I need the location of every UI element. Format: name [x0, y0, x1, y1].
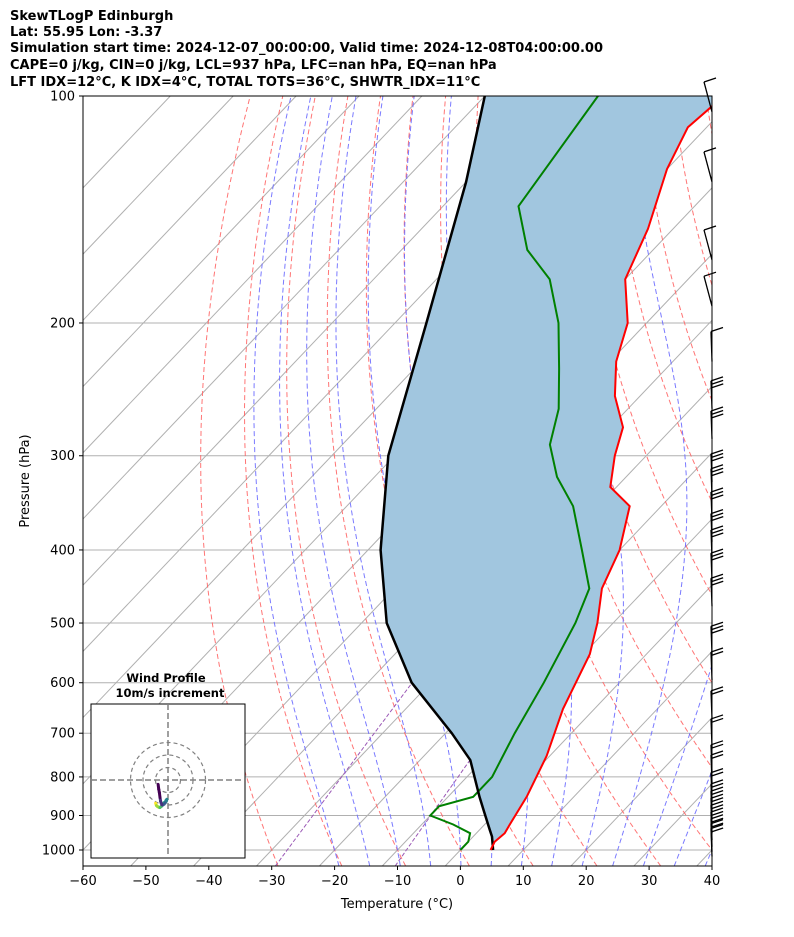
dry-adiabat — [365, 96, 534, 866]
isotherm-line — [507, 650, 712, 866]
dry-adiabat — [672, 96, 712, 287]
stability-line: LFT IDX=12°C, K IDX=4°C, TOTAL TOTS=36°C… — [10, 75, 481, 90]
dry-adiabat — [200, 96, 279, 866]
wind-barb — [710, 548, 724, 582]
moist-adiabat — [642, 663, 712, 866]
plot-area — [83, 79, 794, 866]
wind-barb — [710, 814, 724, 847]
y-tick-label: 800 — [50, 770, 75, 785]
moist-adiabat — [704, 848, 712, 866]
moist-adiabat — [673, 769, 712, 866]
isotherm-line — [83, 96, 423, 454]
moist-adiabat — [612, 96, 688, 866]
moist-adiabat — [306, 96, 401, 866]
moist-adiabat — [335, 96, 432, 866]
time-line: Simulation start time: 2024-12-07_00:00:… — [10, 41, 603, 56]
wind-barb — [710, 487, 724, 520]
wind-barb — [710, 573, 724, 607]
wind-barb — [710, 647, 724, 681]
isotherm-line — [83, 96, 234, 255]
y-tick-label: 500 — [50, 617, 75, 632]
y-axis-label: Pressure (hPa) — [18, 434, 33, 527]
wind-barb — [710, 823, 724, 857]
dry-adiabat — [640, 96, 712, 403]
dry-adiabat — [326, 96, 470, 866]
mixing-ratio-line — [274, 682, 413, 866]
dry-adiabat — [244, 96, 343, 866]
isotherm-line — [83, 96, 360, 388]
x-tick-label: −20 — [321, 874, 348, 889]
indices-line: CAPE=0 j/kg, CIN=0 j/kg, LCL=937 hPa, LF… — [10, 58, 497, 73]
y-tick-label: 700 — [50, 727, 75, 742]
x-tick-label: 10 — [515, 874, 532, 889]
wind-barb — [710, 326, 724, 362]
y-tick-label: 1000 — [42, 844, 75, 859]
wind-barb — [710, 406, 724, 439]
hodograph-inset — [90, 703, 246, 859]
wind-barb — [703, 225, 717, 261]
cape-shading — [380, 96, 712, 850]
x-tick-label: 30 — [641, 874, 658, 889]
x-axis-label: Temperature (°C) — [340, 897, 453, 912]
wind-barb — [703, 147, 717, 183]
wind-barb — [703, 77, 717, 113]
isotherm-line — [256, 385, 712, 866]
dry-adiabat — [286, 96, 407, 866]
isotherm-line — [570, 716, 712, 866]
dewpoint-line — [428, 96, 599, 851]
isotherm-line — [633, 783, 712, 866]
isotherm-line — [83, 96, 486, 520]
y-tick-label: 100 — [50, 90, 75, 105]
x-tick-label: 20 — [578, 874, 595, 889]
dry-adiabat — [736, 79, 794, 866]
x-tick-label: 40 — [704, 874, 721, 889]
temperature-line — [489, 104, 712, 851]
x-tick-label: −40 — [195, 874, 222, 889]
dry-adiabat — [705, 96, 712, 137]
isotherm-line — [83, 96, 297, 322]
isotherm-line — [319, 452, 712, 866]
axis-ticks: −60 −50 −40 −30 −20 −10 0 10 20 30 40 100 200 300 400 5… — [42, 90, 720, 890]
y-tick-label: 600 — [50, 676, 75, 691]
dry-adiabat — [768, 79, 794, 866]
moist-adiabat — [253, 96, 340, 866]
isotherm-line — [83, 96, 549, 586]
x-tick-label: 0 — [456, 874, 464, 889]
y-tick-label: 300 — [50, 449, 75, 464]
x-tick-label: −60 — [69, 874, 96, 889]
dry-adiabat — [607, 96, 712, 504]
wind-barb — [710, 449, 724, 482]
y-tick-label: 400 — [50, 543, 75, 558]
wind-barb — [710, 621, 724, 655]
parcel-line — [379, 96, 495, 851]
wind-barb — [710, 686, 724, 719]
x-tick-label: −50 — [132, 874, 159, 889]
y-tick-label: 900 — [50, 809, 75, 824]
x-tick-label: −10 — [384, 874, 411, 889]
wind-barb — [710, 714, 724, 747]
x-tick-label: −30 — [258, 874, 285, 889]
hodograph-segment — [156, 782, 161, 791]
wind-barb — [710, 376, 724, 409]
hodograph-title: Wind Profile — [126, 671, 206, 685]
wind-barb — [710, 509, 724, 542]
wind-barb — [703, 271, 717, 307]
moist-adiabat — [279, 96, 371, 866]
wind-barbs — [703, 77, 724, 857]
chart-title: SkewTLogP Edinburgh — [10, 9, 174, 24]
hodograph-subtitle: 10m/s increment — [116, 686, 225, 700]
y-tick-label: 200 — [50, 316, 75, 331]
isotherm-line — [444, 584, 712, 866]
wind-barb — [710, 750, 724, 784]
location-line: Lat: 55.95 Lon: -3.37 — [10, 25, 163, 40]
